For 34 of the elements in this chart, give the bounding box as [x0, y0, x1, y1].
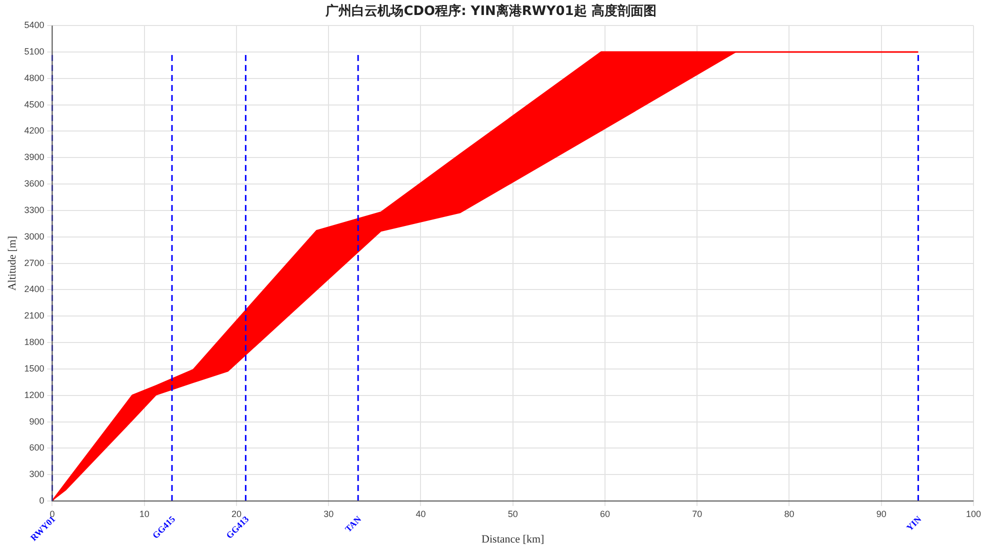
y-tick-label: 3600 — [24, 178, 44, 189]
y-tick-label: 600 — [29, 442, 44, 453]
x-tick-label: 40 — [416, 508, 426, 519]
y-tick-label: 2700 — [24, 258, 44, 268]
x-tick-label: 50 — [508, 508, 518, 519]
y-tick-label: 3300 — [24, 204, 44, 215]
x-tick-label: 0 — [50, 508, 55, 519]
y-tick-label: 2400 — [24, 284, 44, 294]
x-tick-label: 10 — [139, 508, 150, 519]
y-tick-label: 2100 — [24, 310, 44, 321]
y-tick-label: 5400 — [24, 20, 44, 30]
x-tick-label: 100 — [966, 508, 982, 519]
y-tick-label: 4200 — [24, 126, 44, 136]
y-axis-title: Altitude [m] — [6, 236, 18, 291]
y-tick-label: 5100 — [24, 46, 44, 56]
y-tick-label: 900 — [29, 416, 44, 426]
x-tick-label: 80 — [784, 508, 794, 519]
ref-line-label: YIN — [904, 514, 924, 533]
y-tick-label: 3900 — [24, 152, 44, 162]
y-tick-label: 1200 — [24, 390, 44, 400]
x-tick-label: 30 — [324, 508, 334, 519]
y-tick-label: 1500 — [24, 363, 44, 374]
y-tick-label: 4500 — [24, 99, 44, 110]
x-tick-label: 20 — [231, 508, 242, 519]
y-tick-label: 0 — [39, 495, 44, 506]
x-tick-label: 90 — [876, 508, 886, 519]
y-tick-label: 1800 — [24, 337, 44, 348]
y-tick-label: 300 — [29, 469, 44, 480]
chart-title: 广州白云机场CDO程序: YIN离港RWY01起 高度剖面图 — [324, 3, 656, 20]
x-axis-title: Distance [km] — [482, 533, 544, 546]
x-tick-label: 60 — [600, 508, 610, 519]
y-tick-label: 4800 — [24, 72, 44, 83]
x-tick-label: 70 — [692, 508, 702, 519]
y-tick-label: 3000 — [24, 231, 44, 242]
